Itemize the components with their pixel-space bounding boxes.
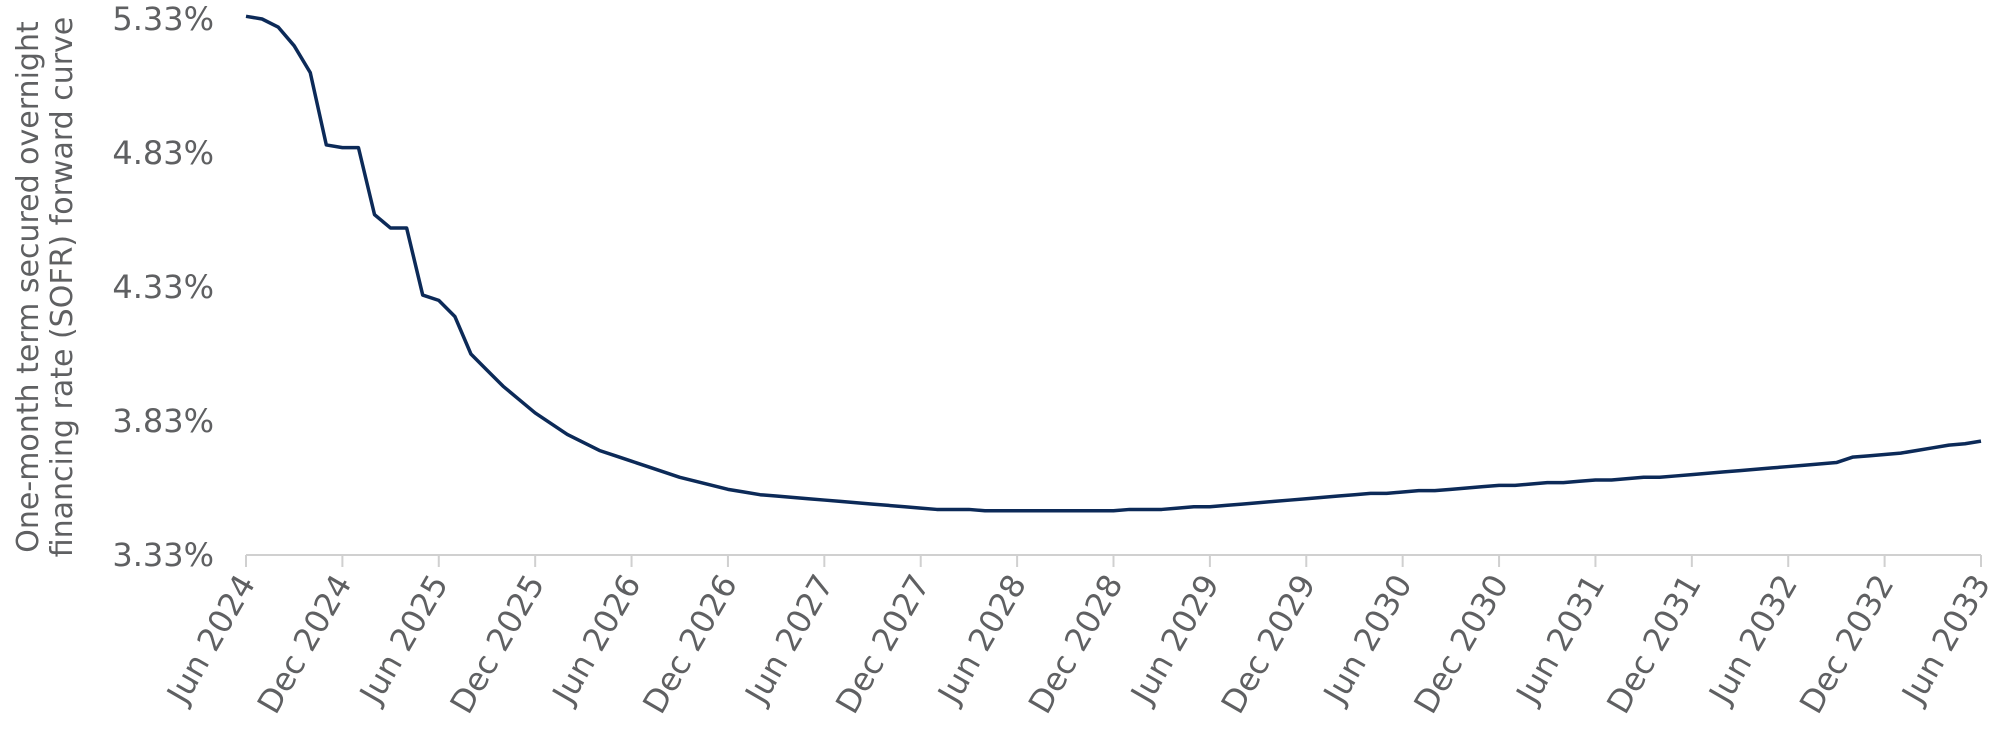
- x-tick-label: Jun 2024: [158, 568, 263, 711]
- y-tick-label: 4.33%: [112, 268, 214, 306]
- x-tick-label: Jun 2025: [351, 568, 456, 711]
- y-tick-label: 3.33%: [112, 536, 214, 574]
- x-tick-label: Dec 2028: [1021, 568, 1131, 720]
- x-tick-label: Dec 2031: [1599, 568, 1709, 720]
- y-tick-label: 4.83%: [112, 134, 214, 172]
- y-axis-title-line: One-month term secured overnight: [11, 21, 46, 553]
- y-tick-label: 3.83%: [112, 402, 214, 440]
- x-tick-label: Dec 2029: [1214, 568, 1324, 720]
- x-tick-label: Dec 2025: [442, 568, 552, 720]
- x-tick-label: Dec 2026: [635, 568, 745, 720]
- x-tick-label: Dec 2032: [1792, 568, 1902, 720]
- x-tick-label: Dec 2027: [828, 568, 938, 720]
- x-tick-label: Jun 2031: [1508, 568, 1613, 711]
- x-tick-label: Jun 2027: [737, 568, 842, 711]
- x-tick-label: Dec 2030: [1406, 568, 1516, 720]
- x-tick-label: Jun 2028: [929, 568, 1034, 711]
- x-tick-label: Dec 2024: [250, 568, 360, 720]
- x-tick-label: Jun 2032: [1700, 568, 1805, 711]
- x-tick-label: Jun 2033: [1893, 568, 1998, 711]
- y-axis-title: One-month term secured overnight financin…: [11, 17, 80, 558]
- x-tick-label: Jun 2026: [544, 568, 649, 711]
- data-line: [245, 14, 1982, 513]
- y-axis-title-line: financing rate (SOFR) forward curve: [45, 17, 80, 558]
- x-tick-label: Jun 2030: [1315, 568, 1420, 711]
- x-tick-label: Jun 2029: [1122, 568, 1227, 711]
- y-tick-label: 5.33%: [112, 0, 214, 38]
